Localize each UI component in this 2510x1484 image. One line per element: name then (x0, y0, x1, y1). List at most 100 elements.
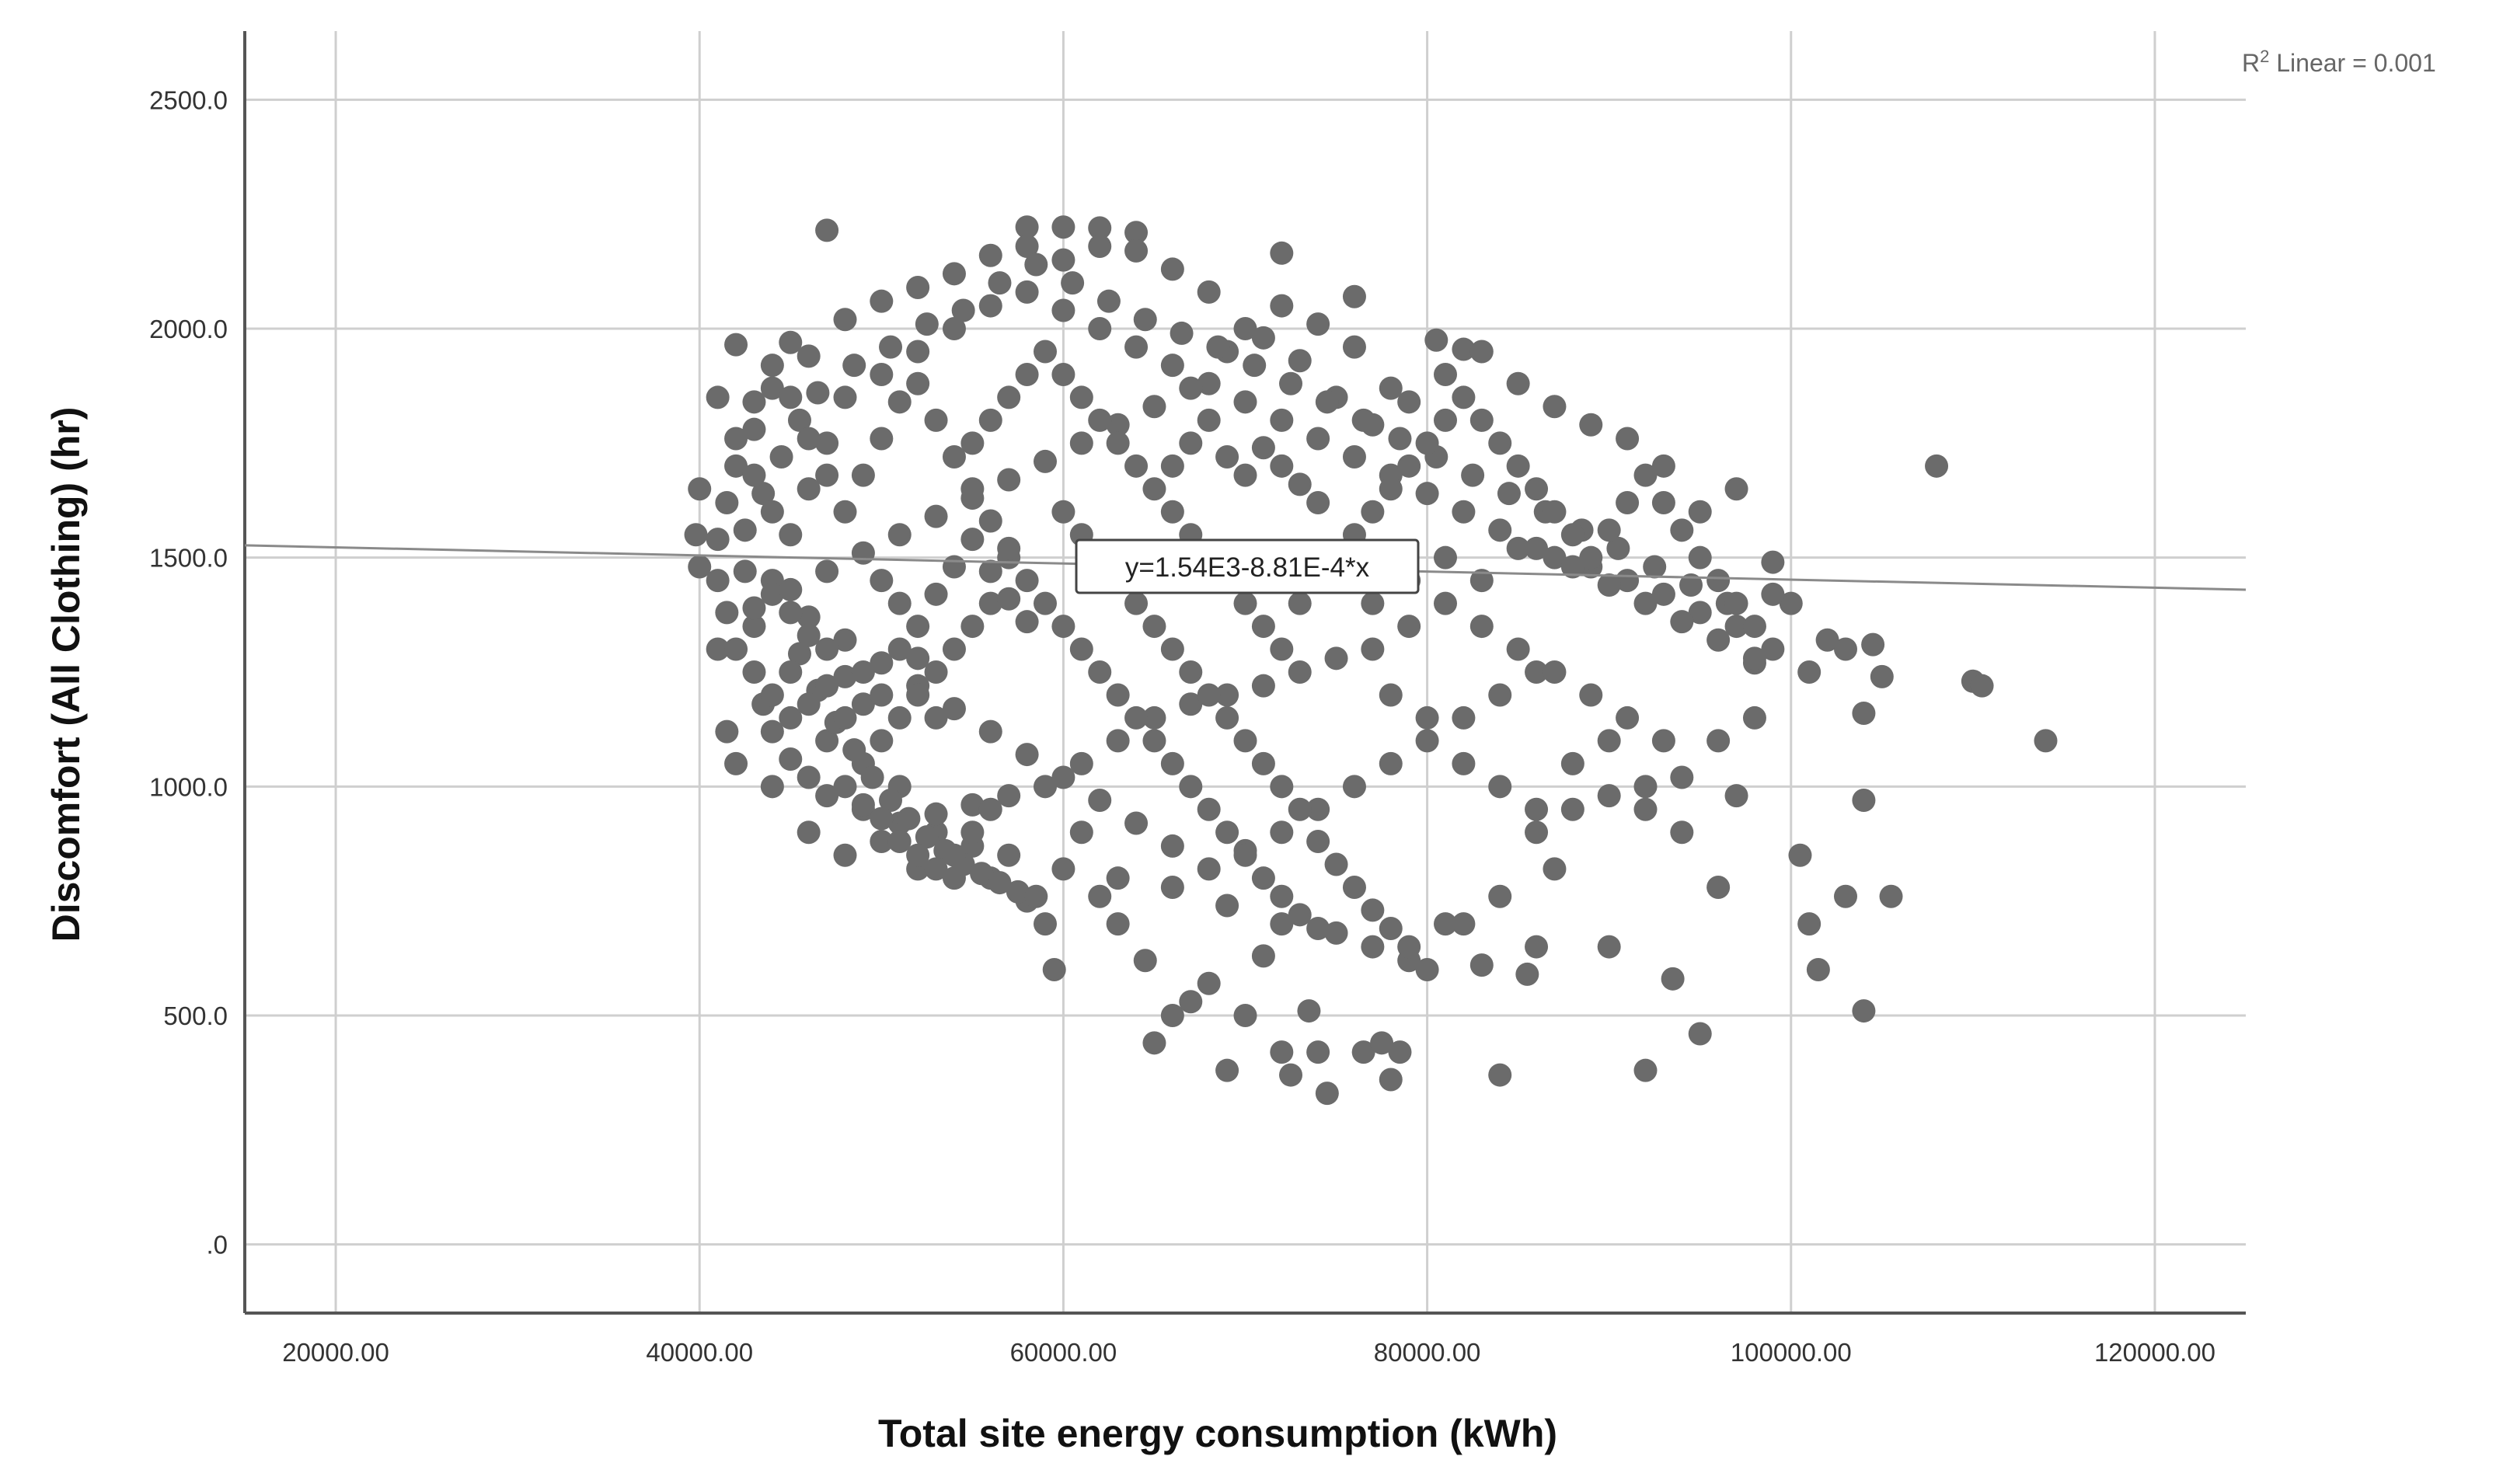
data-point (906, 340, 930, 364)
data-point (851, 463, 875, 487)
data-point (1525, 477, 1549, 501)
data-point (797, 605, 821, 629)
data-point (870, 569, 894, 593)
data-point (997, 468, 1021, 492)
data-point (960, 615, 985, 639)
data-point (1579, 545, 1603, 570)
data-point (1051, 248, 1075, 272)
data-point (1179, 990, 1203, 1014)
data-point (1324, 646, 1348, 671)
data-point (1106, 431, 1130, 455)
data-point (915, 312, 939, 336)
data-point (1434, 545, 1457, 570)
data-point (1160, 354, 1184, 378)
data-point (1679, 573, 1703, 597)
data-point (742, 463, 766, 487)
data-point (833, 705, 857, 730)
data-point (1497, 482, 1521, 506)
data-point (1215, 705, 1239, 730)
data-point (1597, 573, 1621, 597)
data-point (1670, 820, 1694, 845)
data-point (978, 294, 1002, 318)
x-axis-title: Total site energy consumption (kWh) (878, 1412, 1557, 1455)
data-point (1706, 875, 1731, 899)
data-point (1306, 830, 1330, 854)
data-point (1670, 765, 1694, 789)
data-point (1124, 705, 1149, 730)
data-point (1069, 385, 1093, 409)
data-point (1251, 615, 1275, 639)
data-point (1160, 500, 1184, 524)
data-point (1560, 523, 1584, 547)
data-point (1024, 253, 1048, 277)
data-point (815, 463, 839, 487)
data-point (787, 408, 811, 432)
data-point (1197, 683, 1221, 707)
data-point (1179, 692, 1203, 716)
data-point (1379, 376, 1403, 400)
data-point (1424, 328, 1448, 352)
data-point (1834, 637, 1857, 661)
data-point (1133, 308, 1157, 332)
data-point (1096, 289, 1121, 313)
data-point (1106, 683, 1130, 707)
data-point (1088, 408, 1112, 432)
data-point (1233, 390, 1257, 414)
data-point (1124, 239, 1149, 263)
fit-equation-label: y=1.54E3-8.81E-4*x (1125, 552, 1370, 583)
data-point (870, 830, 894, 854)
data-point (1061, 271, 1085, 295)
data-point (1688, 601, 1712, 625)
data-point (1215, 894, 1239, 918)
data-point (978, 591, 1002, 615)
data-point (887, 523, 912, 547)
data-point (706, 637, 730, 661)
data-point (887, 830, 912, 854)
data-point (724, 454, 748, 478)
data-point (1069, 751, 1093, 775)
data-point (1270, 454, 1294, 478)
data-point (1643, 555, 1667, 579)
data-point (860, 765, 884, 789)
data-point (997, 843, 1021, 867)
data-point (997, 784, 1021, 808)
data-point (1633, 797, 1658, 821)
data-point (724, 333, 748, 357)
grid-lines (245, 31, 2246, 1313)
data-point (833, 664, 857, 688)
y-tick-label: 1000.0 (149, 772, 228, 801)
y-tick-label: 500.0 (163, 1002, 228, 1030)
data-point (760, 683, 784, 707)
data-point (1606, 536, 1630, 560)
data-point (715, 601, 739, 625)
data-point (924, 504, 948, 528)
data-point (1452, 337, 1476, 361)
data-point (1315, 390, 1339, 414)
r2-annotation: R2 Linear = 0.001 (2242, 47, 2436, 78)
data-point (1488, 683, 1512, 707)
data-point (1270, 820, 1294, 845)
data-point (1379, 683, 1403, 707)
data-point (1461, 463, 1485, 487)
data-point (1616, 427, 1640, 451)
data-point (1233, 843, 1257, 867)
data-point (1543, 545, 1567, 570)
data-point (715, 490, 739, 514)
data-point (960, 820, 985, 845)
x-tick-label: 80000.00 (1374, 1338, 1481, 1367)
data-point (978, 509, 1002, 533)
data-point (1160, 834, 1184, 858)
data-point (1742, 646, 1766, 671)
data-point (960, 477, 985, 501)
data-point (1415, 482, 1439, 506)
data-points (684, 215, 2058, 1106)
data-point (724, 751, 748, 775)
data-point (1342, 875, 1366, 899)
data-point (1670, 518, 1694, 542)
data-point (2034, 729, 2058, 753)
data-point (779, 330, 803, 354)
data-point (924, 660, 948, 684)
data-point (1324, 852, 1348, 876)
data-point (815, 559, 839, 583)
data-point (1434, 912, 1457, 936)
